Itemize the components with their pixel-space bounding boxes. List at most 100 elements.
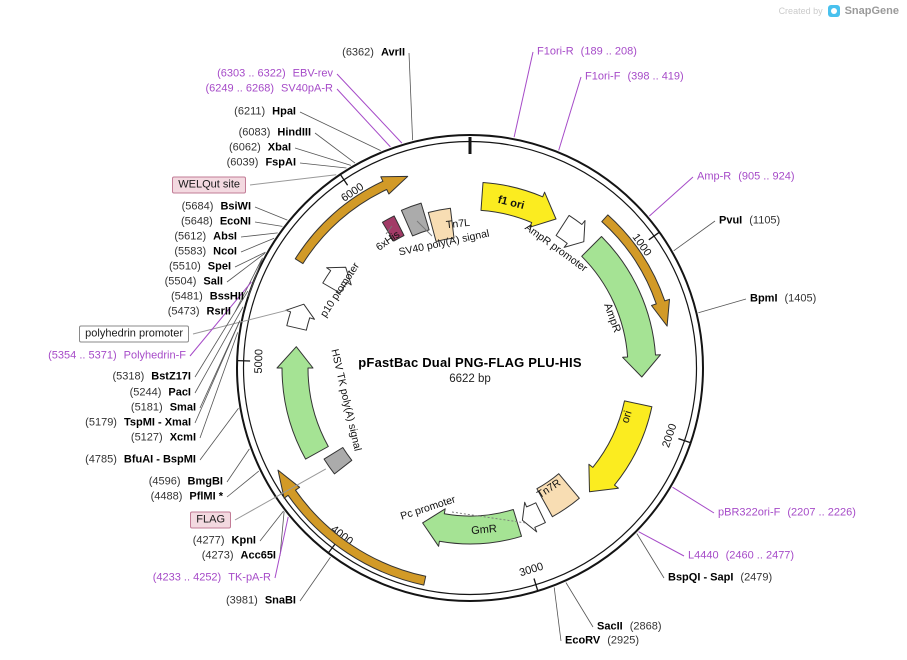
callout-ncoi[interactable]: (5583) NcoI — [174, 246, 237, 259]
callout-line-pbr322ori-f — [672, 486, 715, 514]
feature-gene-top-left[interactable] — [294, 175, 409, 265]
feature-p10-promoter[interactable] — [322, 266, 352, 294]
callout-rsrii[interactable]: (5473) RsrII — [168, 306, 231, 319]
callout-polyhedrin-promoter[interactable]: polyhedrin promoter — [79, 325, 189, 343]
callout-sali-part-0: (5504) — [164, 275, 197, 288]
snapgene-brand-name: SnapGene — [844, 5, 899, 17]
callout-bsshii[interactable]: (5481) BssHII — [171, 291, 244, 304]
callout-avrii[interactable]: (6362) AvrII — [342, 47, 405, 60]
inner-label-gmr[interactable]: GmR — [470, 522, 498, 538]
callout-ebv-rev-part-0: (6303 .. 6322) — [217, 67, 286, 80]
feature-gmr[interactable] — [422, 508, 522, 547]
callout-line-xbai — [294, 147, 352, 166]
callout-spei-part-1: SpeI — [207, 260, 231, 273]
callout-l4440[interactable]: L4440 (2460 .. 2477) — [688, 550, 794, 563]
callout-pvui[interactable]: PvuI (1105) — [719, 215, 780, 228]
callout-xcmi[interactable]: (5127) XcmI — [131, 432, 196, 445]
callout-f1ori-r[interactable]: F1ori-R (189 .. 208) — [537, 46, 637, 59]
callout-bspqi-sapi-part-0: BspQI - SapI — [668, 571, 734, 584]
tick-mark-3000 — [533, 578, 539, 592]
feature-pc-promoter[interactable] — [521, 501, 546, 533]
feature-gene-right[interactable] — [601, 214, 670, 327]
feature-6xhis[interactable] — [381, 215, 405, 242]
callout-sv40pa-r-part-0: (6249 .. 6268) — [205, 82, 275, 95]
callout-line-pvui — [673, 220, 716, 252]
callout-f1ori-f-part-0: F1ori-F — [585, 70, 621, 83]
callout-xbai[interactable]: (6062) XbaI — [229, 142, 291, 155]
callout-flag[interactable]: FLAG — [190, 511, 231, 529]
callout-line-l4440 — [638, 531, 685, 557]
plasmid-title-block: pFastBac Dual PNG-FLAG PLU-HIS 6622 bp — [358, 355, 581, 385]
callout-ebv-rev[interactable]: (6303 .. 6322) EBV-rev — [217, 68, 333, 81]
callout-smai[interactable]: (5181) SmaI — [131, 402, 196, 415]
callout-fspai[interactable]: (6039) FspAI — [227, 157, 296, 170]
feature-polyhedrin-promoter[interactable] — [285, 303, 315, 331]
callout-econi-part-1: EcoNI — [219, 215, 251, 228]
callout-ecorv[interactable]: EcoRV (2925) — [565, 635, 639, 648]
callout-avrii-part-1: AvrII — [380, 46, 405, 59]
callout-sv40pa-r[interactable]: (6249 .. 6268) SV40pA-R — [206, 83, 333, 96]
feature-tn7l[interactable] — [427, 207, 455, 242]
callout-line-kpni — [259, 510, 284, 542]
callout-line-amp-r — [648, 176, 694, 217]
callout-acc65i[interactable]: (4273) Acc65I — [202, 550, 276, 563]
callout-amp-r-part-0: Amp-R — [697, 170, 732, 183]
callout-bstz17i-part-1: BstZ17I — [151, 370, 191, 383]
callout-line-welqut-site — [249, 174, 337, 186]
callout-bpmi-part-0: BpmI — [750, 292, 778, 305]
callout-bspqi-sapi[interactable]: BspQI - SapI (2479) — [668, 572, 772, 585]
callout-tspmi-xmai[interactable]: (5179) TspMI - XmaI — [85, 417, 191, 430]
callout-bstz17i[interactable]: (5318) BstZ17I — [112, 371, 191, 384]
callout-f1ori-r-part-0: F1ori-R — [537, 45, 574, 58]
feature-sv40-polya[interactable] — [400, 202, 430, 237]
feature-flag-tag[interactable] — [323, 447, 353, 475]
callout-bsiwi-part-0: (5684) — [181, 200, 214, 213]
inner-leader-sv40-polya-leader — [416, 220, 433, 237]
callout-bpmi-part-1: (1405) — [784, 292, 817, 305]
callout-smai-part-0: (5181) — [130, 401, 163, 414]
feature-gene-bottom[interactable] — [277, 469, 427, 586]
callout-polyhedrin-f[interactable]: (5354 .. 5371) Polyhedrin-F — [48, 350, 186, 363]
callout-line-absi — [240, 232, 278, 238]
callout-pflmi-part-1: PflMI * — [189, 490, 223, 503]
feature-tn7r[interactable] — [536, 473, 580, 518]
callout-welqut-site[interactable]: WELQut site — [172, 176, 246, 194]
callout-f1ori-f[interactable]: F1ori-F (398 .. 419) — [585, 71, 684, 84]
feature-ori[interactable] — [588, 400, 653, 493]
inner-label-tn7l[interactable]: Tn7L — [445, 216, 471, 232]
callout-hindiii[interactable]: (6083) HindIII — [239, 127, 311, 140]
callout-sali[interactable]: (5504) SalI — [165, 276, 223, 289]
callout-bmgbi[interactable]: (4596) BmgBI — [149, 476, 223, 489]
feature-ampr[interactable] — [581, 236, 661, 378]
callout-kpni[interactable]: (4277) KpnI — [193, 535, 256, 548]
callout-bsiwi[interactable]: (5684) BsiWI — [182, 201, 251, 214]
callout-paci[interactable]: (5244) PacI — [130, 387, 191, 400]
callout-amp-r[interactable]: Amp-R (905 .. 924) — [697, 171, 795, 184]
callout-absi-part-0: (5612) — [174, 230, 207, 243]
callout-hpai[interactable]: (6211) HpaI — [234, 106, 296, 119]
feature-hsv-tk-polya[interactable] — [276, 346, 329, 460]
callout-avrii-part-0: (6362) — [342, 46, 374, 59]
callout-snabi[interactable]: (3981) SnaBI — [226, 595, 296, 608]
feature-f1-ori[interactable] — [480, 182, 557, 228]
callout-econi[interactable]: (5648) EcoNI — [181, 216, 251, 229]
callout-econi-part-0: (5648) — [181, 215, 213, 228]
feature-ampr-promoter[interactable] — [555, 214, 586, 248]
callout-sacii-part-1: (2868) — [629, 620, 662, 633]
callout-bpmi[interactable]: BpmI (1405) — [750, 293, 816, 306]
callout-bsiwi-part-1: BsiWI — [220, 200, 251, 213]
callout-pbr322ori-f[interactable]: pBR322ori-F (2207 .. 2226) — [718, 507, 856, 520]
tick-label-2000: 2000 — [660, 422, 679, 449]
callout-sacii[interactable]: SacII (2868) — [597, 621, 661, 634]
callout-line-tspmi-xmai — [194, 320, 241, 424]
callout-bfuai-bspmi[interactable]: (4785) BfuAI - BspMI — [85, 454, 196, 467]
callout-line-hindiii — [314, 132, 356, 164]
callout-line-sv40pa-r — [336, 88, 391, 148]
callout-pflmi[interactable]: (4488) PflMI * — [151, 491, 223, 504]
callout-absi[interactable]: (5612) AbsI — [174, 231, 237, 244]
callout-line-bstz17i — [194, 290, 249, 378]
callout-spei[interactable]: (5510) SpeI — [169, 261, 231, 274]
callout-flag-part-0: FLAG — [196, 513, 225, 526]
callout-polyhedrin-f-part-1: Polyhedrin-F — [123, 349, 186, 362]
callout-tk-pa-r[interactable]: (4233 .. 4252) TK-pA-R — [153, 572, 271, 585]
